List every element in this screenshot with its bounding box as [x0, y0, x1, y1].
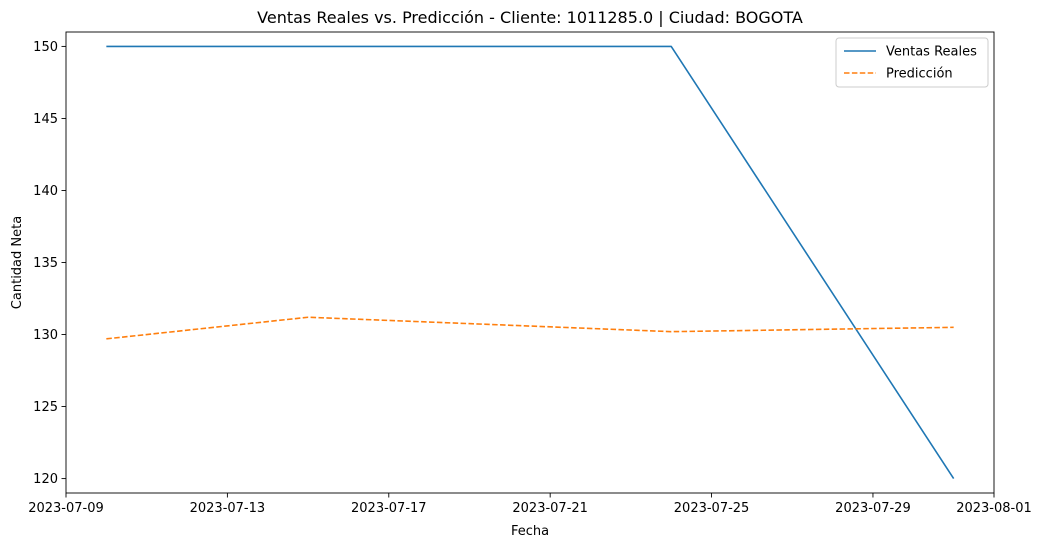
x-tick-label: 2023-07-21 — [512, 501, 588, 516]
series-line-0 — [106, 45, 955, 480]
x-tick-label: 2023-07-13 — [190, 501, 266, 516]
y-axis-label: Cantidad Neta — [10, 216, 25, 309]
chart-title: Ventas Reales vs. Predicción - Cliente: … — [257, 8, 803, 27]
axes-frame — [65, 31, 995, 494]
legend-label: Ventas Reales — [886, 45, 977, 60]
x-tick-label: 2023-07-17 — [351, 501, 427, 516]
y-tick-label: 125 — [33, 400, 58, 415]
x-axis-label: Fecha — [511, 524, 549, 539]
y-tick-label: 150 — [33, 40, 58, 55]
plot-area: 120 125 130 135 140 145 150 2023-07-09 2023-07-1… — [28, 31, 1032, 516]
legend-label: Predicción — [886, 67, 953, 82]
legend: Ventas Reales Predicción — [835, 37, 989, 88]
y-tick-label: 130 — [33, 328, 58, 343]
y-tick-label: 120 — [33, 472, 58, 487]
y-tick-label: 145 — [33, 112, 58, 127]
x-tick-label: 2023-07-09 — [28, 501, 104, 516]
series-line-1 — [106, 316, 954, 340]
x-tick-label: 2023-08-01 — [956, 501, 1032, 516]
x-tick-label: 2023-07-29 — [835, 501, 911, 516]
x-tick-label: 2023-07-25 — [674, 501, 750, 516]
y-tick-label: 135 — [33, 256, 58, 271]
y-tick-label: 140 — [33, 184, 58, 199]
